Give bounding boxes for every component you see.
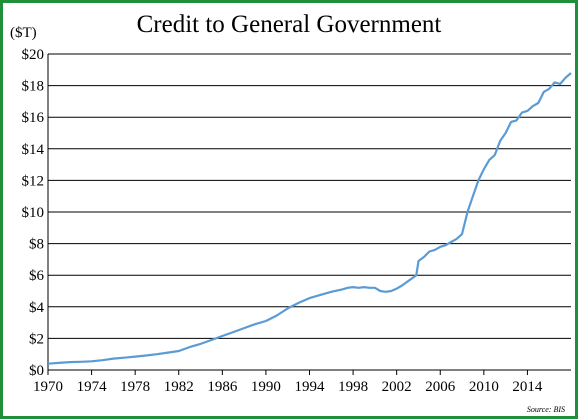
y-tick-label: $4 — [29, 300, 45, 316]
x-tick-label: 2010 — [469, 379, 499, 395]
y-tick-label: $10 — [22, 205, 45, 221]
y-tick-label: $12 — [22, 173, 45, 189]
x-tick-label: 2002 — [382, 379, 412, 395]
x-tick-label: 1970 — [33, 379, 63, 395]
x-tick-label: 1994 — [295, 379, 326, 395]
y-tick-label: $20 — [22, 47, 45, 63]
x-tick-label: 2014 — [512, 379, 543, 395]
source-note: Source: BIS — [526, 405, 565, 414]
y-tick-label: $18 — [22, 79, 45, 95]
x-tick-label: 1990 — [251, 379, 281, 395]
x-tick-label: 1974 — [77, 379, 108, 395]
y-tick-label: $8 — [29, 237, 44, 253]
y-tick-label: $6 — [29, 268, 45, 284]
y-tick-label: $16 — [22, 110, 45, 126]
line-chart: $0 $2 $4 $6 $8 $10 $12 $14 $16 $18 $20 1970 1974 1978… — [22, 47, 572, 395]
y-tick-label: $2 — [29, 331, 44, 347]
x-tick-label: 1982 — [164, 379, 194, 395]
chart-title: Credit to General Government — [136, 11, 442, 38]
x-tick-label: 1998 — [338, 379, 368, 395]
y-tick-label: $0 — [29, 363, 44, 379]
series-line — [47, 72, 572, 365]
x-tick-label: 1978 — [120, 379, 150, 395]
x-tick-label: 2006 — [425, 379, 456, 395]
x-tick-label: 1986 — [207, 379, 238, 395]
y-axis-unit-label: ($T) — [10, 25, 37, 41]
y-tick-label: $14 — [22, 142, 45, 158]
